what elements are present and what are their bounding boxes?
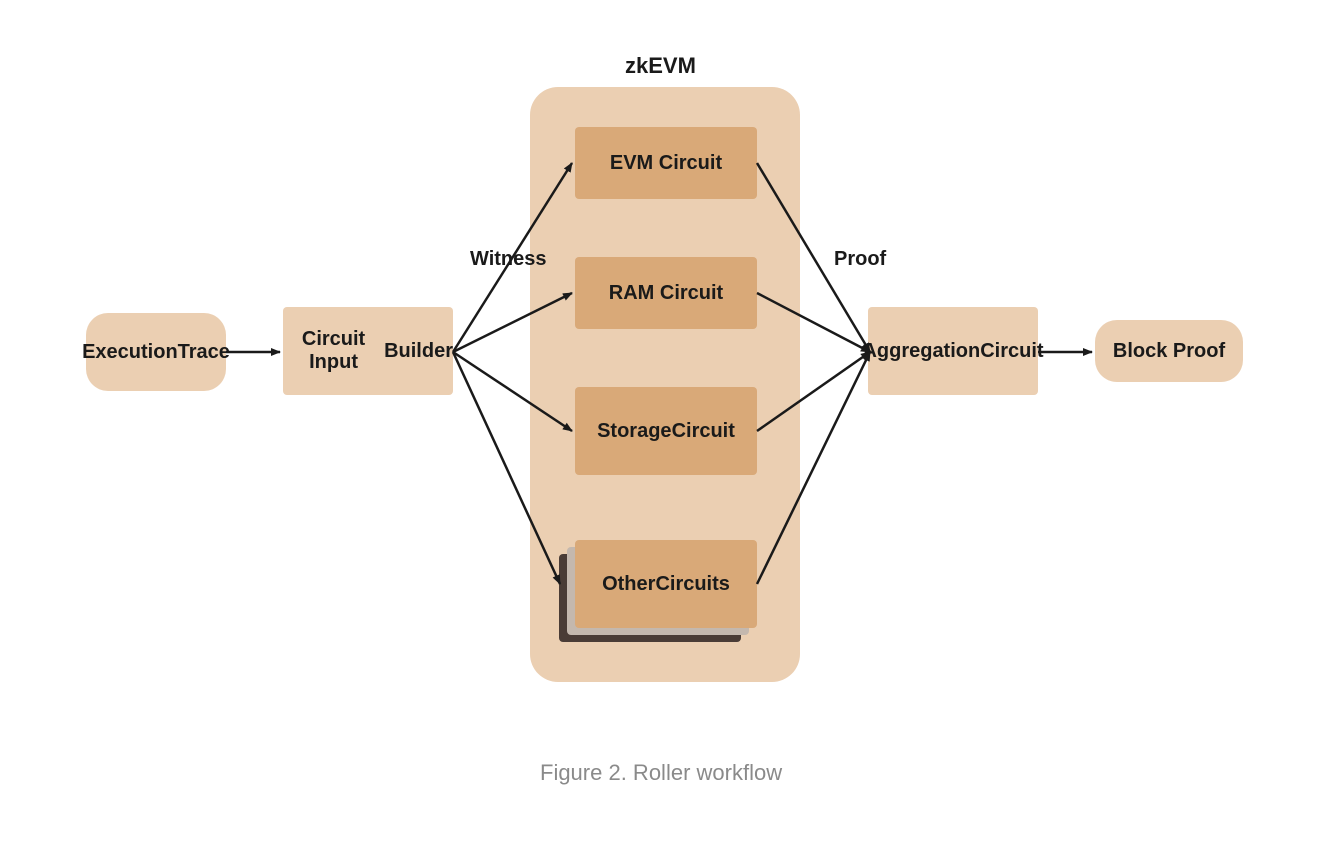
execution-trace-node: ExecutionTrace [86, 313, 226, 391]
zkevm-title: zkEVM [625, 53, 696, 79]
evm-circuit-node: EVM Circuit [575, 127, 757, 199]
witness-edge-label: Witness [470, 248, 547, 271]
figure-caption: Figure 2. Roller workflow [540, 760, 782, 786]
circuit-input-builder-node: Circuit InputBuilder [283, 307, 453, 395]
ram-circuit-node: RAM Circuit [575, 257, 757, 329]
proof-edge-label: Proof [834, 248, 886, 271]
aggregation-circuit-node: AggregationCircuit [868, 307, 1038, 395]
other-circuits-node: OtherCircuits [575, 540, 757, 628]
block-proof-node: Block Proof [1095, 320, 1243, 382]
roller-workflow-diagram: zkEVM ExecutionTrace Circuit InputBuilde… [0, 0, 1332, 851]
storage-circuit-node: StorageCircuit [575, 387, 757, 475]
